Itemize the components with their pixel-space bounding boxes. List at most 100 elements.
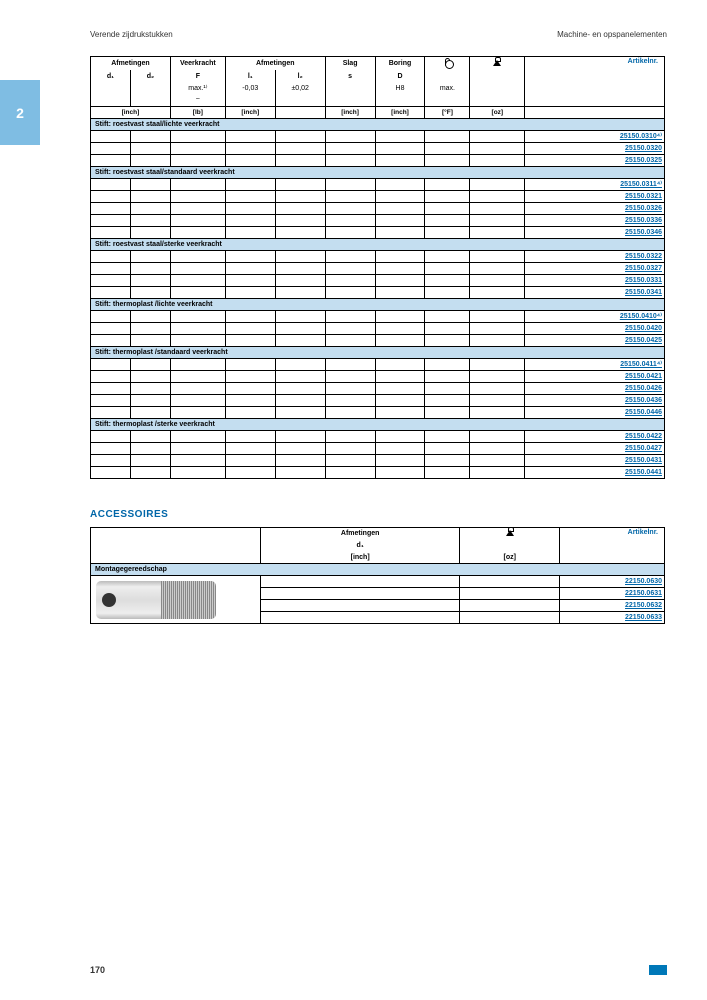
artikel-link[interactable]: 22150.0633 [625,614,662,621]
artikel-cell: 22150.0631 [560,588,665,600]
table-cell [91,442,131,454]
table-cell [325,262,375,274]
chapter-tab: 2 [0,80,40,145]
artikel-link[interactable]: 25150.0311⁴⁾ [620,181,662,188]
artikel-link[interactable]: 25150.0336 [625,217,662,224]
artikel-link[interactable]: 22150.0632 [625,602,662,609]
artikel-link[interactable]: 25150.0436 [625,397,662,404]
table-cell [130,274,170,286]
table-cell [375,262,425,274]
accessories-table: AfmetingenArtikelnr.d₁[inch][oz]Montageg… [90,527,665,624]
artikel-link[interactable]: 25150.0421 [625,373,662,380]
table-cell [325,406,375,418]
artikel-link[interactable]: 25150.0321 [625,193,662,200]
tool-image [96,581,216,619]
table-cell [325,466,375,478]
table-cell [225,442,275,454]
artikel-link[interactable]: 25150.0320 [625,145,662,152]
table-cell [225,394,275,406]
artikel-link[interactable]: 25150.0331 [625,277,662,284]
table-cell [470,190,525,202]
artikel-link[interactable]: 25150.0426 [625,385,662,392]
weight-icon [493,60,501,66]
table-cell [470,202,525,214]
table-cell [275,442,325,454]
artikel-link[interactable]: 25150.0431 [625,457,662,464]
table-cell [130,322,170,334]
artikel-link[interactable]: 25150.0326 [625,205,662,212]
artikel-link[interactable]: 22150.0630 [625,578,662,585]
table-cell [170,358,225,370]
unit-cell: [oz] [470,106,525,118]
table-row: 25150.0436 [91,394,665,406]
artikel-cell: 25150.0410⁴⁾ [525,310,665,322]
artikel-link[interactable]: 25150.0310⁴⁾ [620,133,662,140]
table-cell [91,454,131,466]
section-header: Stift: roestvast staal/sterke veerkracht [91,238,665,250]
artikel-link[interactable]: 25150.0422 [625,433,662,440]
table-cell [225,406,275,418]
table-cell [470,262,525,274]
artikel-link[interactable]: 25150.0427 [625,445,662,452]
table-cell [470,214,525,226]
col-subheader-3 [470,94,525,106]
table-cell [130,334,170,346]
table-cell [225,274,275,286]
accessories-heading: ACCESSOIRES [90,509,168,520]
acc-section-header: Montagegereedschap [91,564,665,576]
artikel-link[interactable]: 25150.0341 [625,289,662,296]
table-cell [130,142,170,154]
artikel-link[interactable]: 25150.0327 [625,265,662,272]
col-header-veerkracht: Veerkracht [170,57,225,71]
artikel-link[interactable]: 25150.0322 [625,253,662,260]
table-cell [375,358,425,370]
artikel-cell: 25150.0326 [525,202,665,214]
unit-cell: [inch] [325,106,375,118]
artikel-link[interactable]: 25150.0425 [625,337,662,344]
artikel-cell: 25150.0331 [525,274,665,286]
table-cell [225,382,275,394]
table-cell [275,274,325,286]
col-subheader: D [375,70,425,82]
table-row: 25150.0331 [91,274,665,286]
artikel-link[interactable]: 25150.0410⁴⁾ [620,313,662,320]
col-subheader-3 [225,94,275,106]
page-number: 170 [90,965,105,975]
table-row: 25150.0311⁴⁾ [91,178,665,190]
artikel-link[interactable]: 25150.0325 [625,157,662,164]
col-subheader-3 [130,94,170,106]
table-cell [375,442,425,454]
table-cell [130,286,170,298]
table-cell [425,334,470,346]
artikel-cell: 25150.0436 [525,394,665,406]
col-subheader [470,70,525,82]
table-row: 25150.0341 [91,286,665,298]
acc-sub-d1: d₁ [260,540,460,552]
artikel-cell: 22150.0630 [560,576,665,588]
table-cell [375,226,425,238]
artikel-link[interactable]: 25150.0346 [625,229,662,236]
table-cell [425,178,470,190]
artikel-cell: 25150.0320 [525,142,665,154]
table-cell [91,250,131,262]
table-cell [225,310,275,322]
table-cell [375,154,425,166]
artikel-link[interactable]: 25150.0441 [625,469,662,476]
unit-cell [275,106,325,118]
table-cell [225,370,275,382]
table-cell [130,406,170,418]
artikel-link[interactable]: 25150.0411⁴⁾ [620,361,662,368]
artikel-link[interactable]: 25150.0446 [625,409,662,416]
table-cell [425,394,470,406]
table-cell [460,588,560,600]
artikel-link[interactable]: 22150.0631 [625,590,662,597]
table-cell [225,214,275,226]
table-cell [170,226,225,238]
table-cell [170,154,225,166]
table-cell [375,274,425,286]
unit-cell: [lb] [170,106,225,118]
table-row: 25150.0446 [91,406,665,418]
artikel-link[interactable]: 25150.0420 [625,325,662,332]
table-row: 25150.0327 [91,262,665,274]
table-row: 25150.0322 [91,250,665,262]
